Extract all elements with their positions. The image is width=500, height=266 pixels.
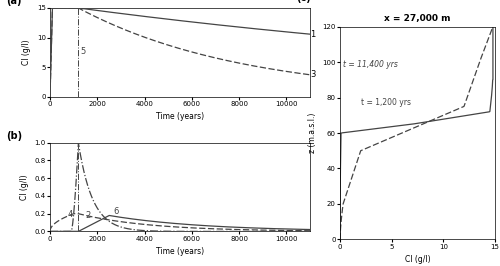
Text: (b): (b) [6, 131, 22, 141]
X-axis label: Time (years): Time (years) [156, 112, 204, 121]
Text: 1: 1 [310, 30, 316, 39]
Text: 3: 3 [310, 70, 316, 79]
X-axis label: Time (years): Time (years) [156, 247, 204, 256]
Y-axis label: z (m.a.s.l.): z (m.a.s.l.) [308, 113, 317, 153]
Text: (c): (c) [296, 0, 312, 3]
Y-axis label: Cl (g/l): Cl (g/l) [20, 174, 29, 200]
Text: 5: 5 [80, 47, 86, 56]
X-axis label: Cl (g/l): Cl (g/l) [404, 255, 430, 264]
Text: 4: 4 [68, 210, 73, 219]
Text: t = 1,200 yrs: t = 1,200 yrs [360, 98, 410, 107]
Text: t = 11,400 yrs: t = 11,400 yrs [343, 60, 398, 69]
Y-axis label: Cl (g/l): Cl (g/l) [22, 39, 32, 65]
Text: (a): (a) [6, 0, 22, 6]
Title: x = 27,000 m: x = 27,000 m [384, 14, 451, 23]
Text: 2: 2 [86, 211, 90, 220]
Text: 6: 6 [114, 207, 119, 216]
